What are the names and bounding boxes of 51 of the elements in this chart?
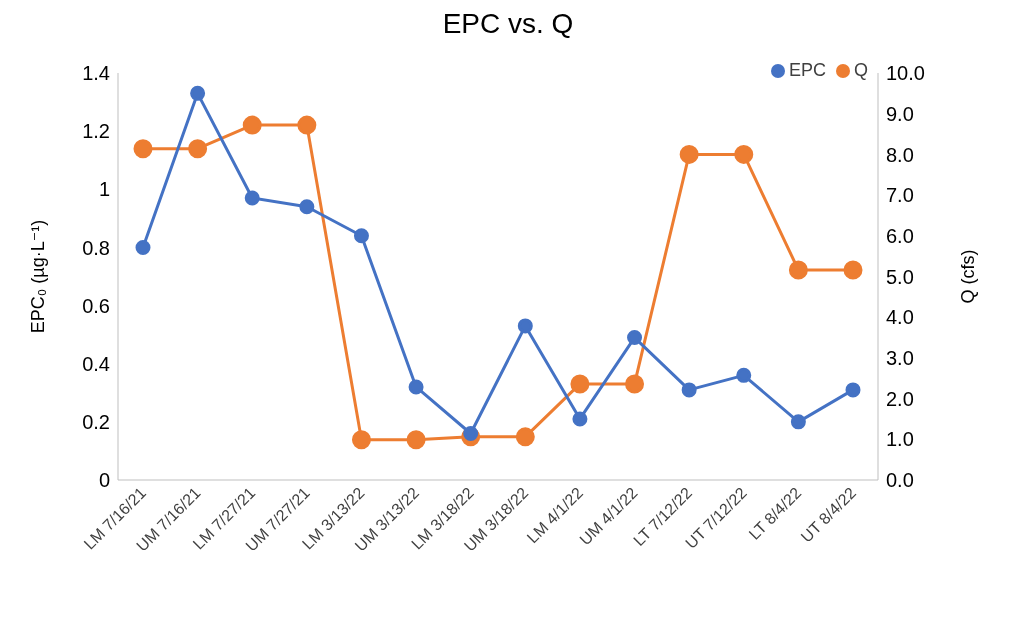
point	[625, 374, 645, 394]
point	[736, 367, 752, 383]
y2-tick-label: 4.0	[886, 306, 914, 329]
chart-title: EPC vs. Q	[441, 8, 575, 40]
y-tick-label: 0.6	[82, 294, 110, 317]
legend-label: Q	[853, 60, 868, 80]
y-tick-label: 0.8	[82, 236, 110, 259]
point	[517, 318, 533, 334]
point	[244, 190, 260, 206]
y2-tick-label: 7.0	[886, 184, 914, 207]
point	[843, 260, 863, 280]
point	[408, 379, 424, 395]
y2-tick-label: 3.0	[886, 347, 914, 369]
point	[135, 239, 151, 255]
point	[242, 115, 262, 135]
y-axis-title: EPC₀ (µg·L⁻¹)	[28, 219, 49, 334]
point	[297, 115, 317, 135]
point	[790, 414, 806, 430]
y2-tick-label: 0.0	[886, 469, 914, 492]
point	[463, 425, 479, 441]
y2-tick-label: 5.0	[886, 265, 914, 288]
point	[845, 382, 861, 398]
point	[351, 430, 371, 450]
y2-tick-label: 9.0	[886, 102, 914, 125]
point	[133, 139, 153, 159]
y-tick-label: 0	[98, 469, 110, 492]
y2-tick-label: 10.0	[886, 62, 925, 85]
legend-label: EPC	[788, 60, 826, 80]
y2-tick-label: 6.0	[886, 224, 914, 247]
y-tick-label: 0.4	[82, 352, 110, 375]
point	[515, 427, 535, 447]
point	[353, 228, 369, 244]
y2-axis-title: Q (cfs)	[958, 249, 979, 304]
y-tick-label: 1.4	[82, 62, 110, 85]
point	[627, 330, 643, 346]
y2-tick-label: 1.0	[886, 428, 914, 451]
point	[572, 411, 588, 427]
point	[190, 85, 206, 101]
point	[681, 382, 697, 398]
point	[188, 139, 208, 159]
point	[570, 374, 590, 394]
y-tick-label: 0.2	[82, 410, 110, 433]
y-tick-label: 1.2	[82, 120, 110, 143]
point	[734, 144, 754, 164]
point	[299, 199, 315, 215]
point	[406, 430, 426, 450]
point	[679, 144, 699, 164]
y2-tick-label: 2.0	[886, 387, 914, 410]
point	[788, 260, 808, 280]
y-tick-label: 1	[98, 178, 110, 201]
y2-tick-label: 8.0	[886, 143, 914, 166]
